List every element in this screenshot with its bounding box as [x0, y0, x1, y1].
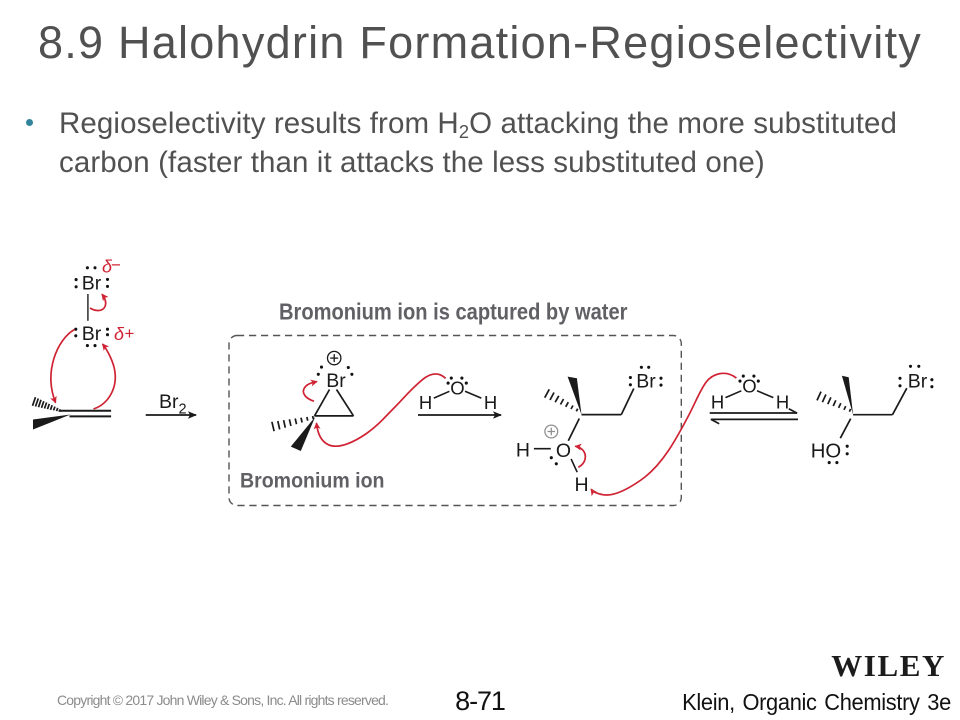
- svg-text:δ: δ: [114, 324, 125, 344]
- svg-text:H: H: [574, 474, 588, 496]
- svg-text:H: H: [711, 392, 724, 413]
- svg-text:Br: Br: [636, 371, 656, 393]
- svg-text:Bromonium ion is captured by w: Bromonium ion is captured by water: [279, 299, 628, 325]
- svg-text:HO: HO: [811, 440, 841, 462]
- svg-text:Br: Br: [908, 371, 928, 393]
- svg-text:+: +: [125, 324, 135, 343]
- svg-text:2: 2: [179, 402, 187, 418]
- svg-text:Br: Br: [326, 370, 346, 392]
- svg-text:−: −: [111, 256, 121, 275]
- svg-text:Bromonium ion: Bromonium ion: [240, 469, 385, 493]
- svg-text:O: O: [742, 376, 756, 397]
- svg-text:H: H: [776, 392, 789, 413]
- svg-text:O: O: [556, 440, 571, 462]
- svg-text:H: H: [516, 440, 530, 462]
- svg-text:Br: Br: [82, 323, 102, 345]
- svg-text:H: H: [419, 392, 432, 413]
- svg-text:O: O: [450, 378, 464, 399]
- svg-text:Br: Br: [159, 391, 179, 413]
- svg-text:H: H: [484, 392, 497, 413]
- svg-text:Br: Br: [82, 273, 102, 295]
- svg-text:δ: δ: [102, 257, 113, 277]
